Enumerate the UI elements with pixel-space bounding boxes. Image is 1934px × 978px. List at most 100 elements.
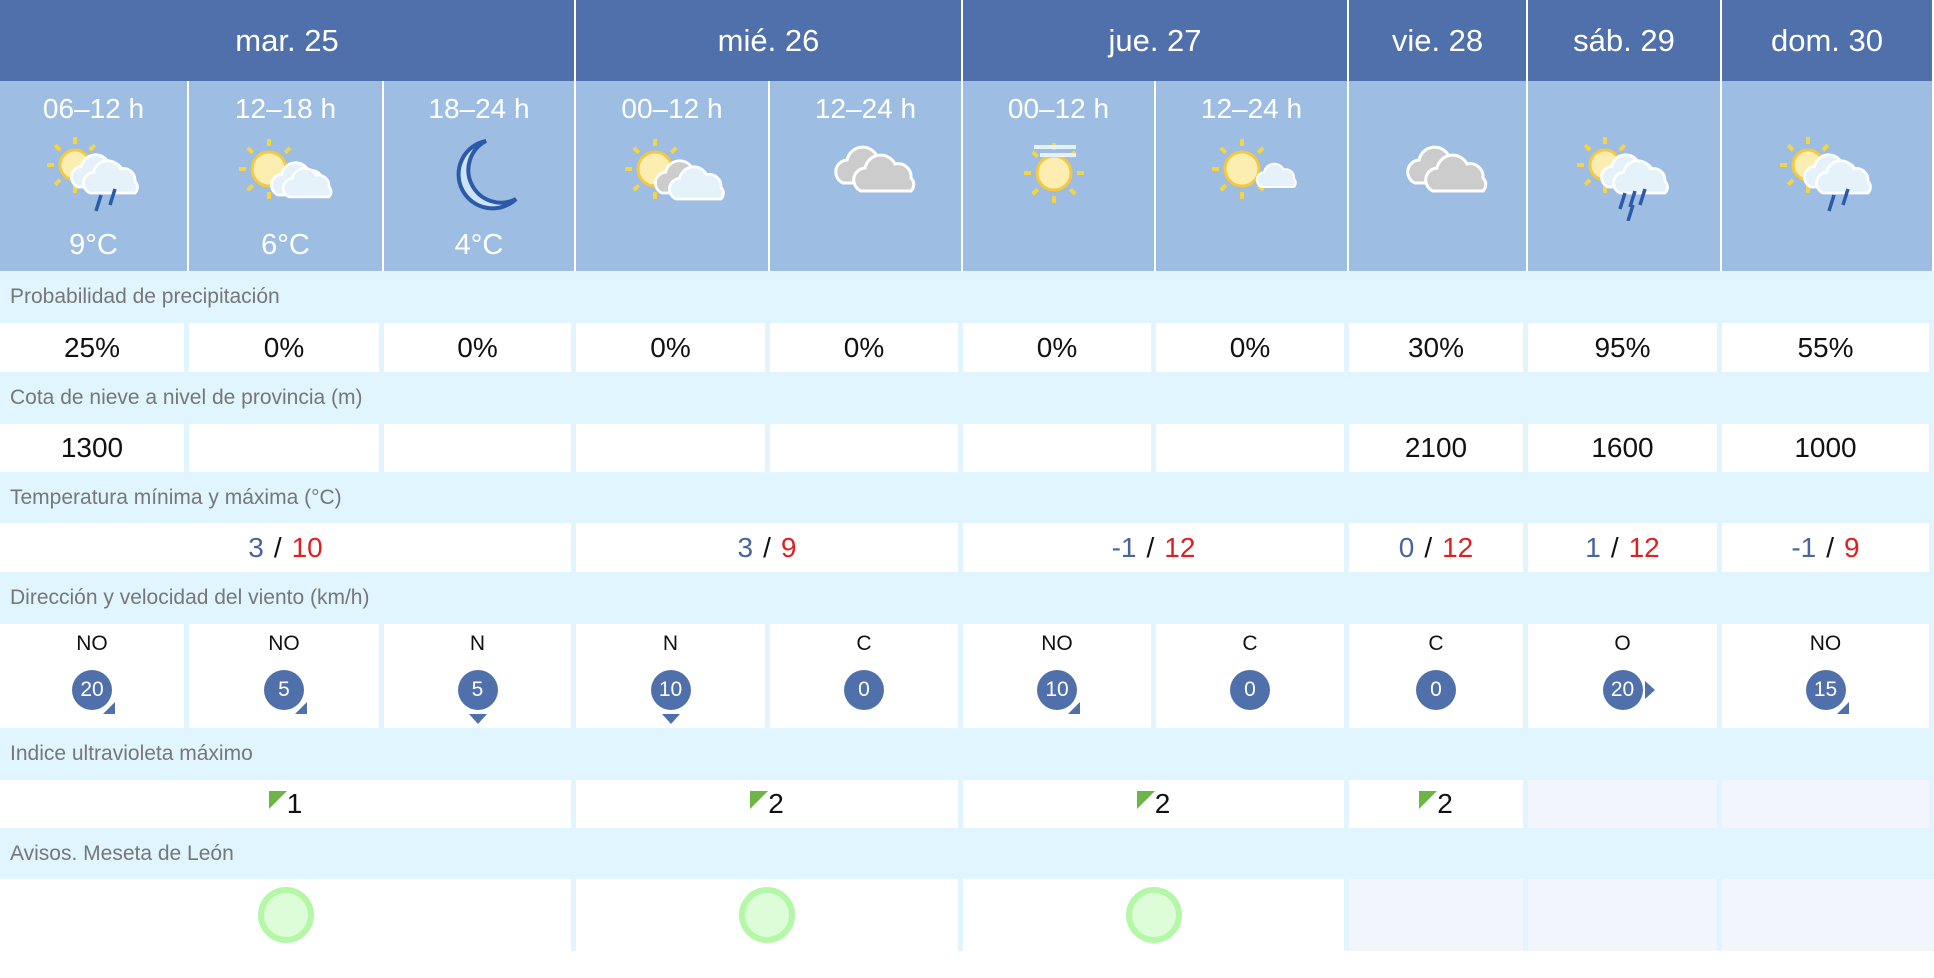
wind-direction: C [856, 632, 872, 655]
wind-speed: 20 [80, 678, 104, 701]
day-header: jue. 27 [963, 0, 1349, 81]
precip-value: 25% [0, 323, 184, 372]
period-column: 12–18 h 6°C [189, 81, 384, 271]
sun-cloud-rain-icon [1772, 131, 1882, 221]
wind-arrow-icon [1068, 702, 1080, 714]
period-column: 12–24 h [1156, 81, 1349, 271]
day-header: mar. 25 [0, 0, 576, 81]
period-column [1528, 81, 1722, 271]
section-label: Dirección y velocidad del viento (km/h) [10, 586, 370, 609]
warning-level-green-icon[interactable] [1125, 887, 1182, 943]
temp-min: -1 [1791, 531, 1817, 563]
uv-index: 2 [768, 788, 784, 819]
section-label: Indice ultravioleta máximo [10, 742, 253, 765]
precip-value: 0% [189, 323, 379, 372]
temp-min-max: 1 / 12 [1528, 523, 1717, 572]
temp-min-max: -1 / 12 [963, 523, 1344, 572]
uv-index-value [1528, 780, 1717, 828]
separator: / [1826, 531, 1835, 563]
period-column [1722, 81, 1934, 271]
period-label: 12–24 h [814, 93, 917, 124]
section-label: Probabilidad de precipitación [10, 285, 280, 308]
warning-level-green-icon[interactable] [257, 887, 314, 943]
wind-speed: 0 [858, 678, 870, 701]
warning-cell [0, 879, 571, 951]
day-header: sáb. 29 [1528, 0, 1722, 81]
wind-value: N 10 [576, 624, 765, 728]
grey-clouds-icon [1383, 131, 1493, 221]
period-column: 12–24 h [770, 81, 963, 271]
section-label: Temperatura mínima y máxima (°C) [10, 485, 342, 509]
period-label: 00–12 h [621, 93, 723, 124]
day-header: vie. 28 [1349, 0, 1528, 81]
sun-cloud-heavy-rain-icon [1569, 131, 1679, 222]
wind-arrow-icon [295, 702, 307, 714]
temp-min: 3 [248, 531, 264, 563]
snow-level-value: 2100 [1349, 424, 1523, 472]
temp-max: 12 [1164, 531, 1196, 563]
wind-arrow-icon [103, 702, 115, 714]
period-label: 12–18 h [234, 93, 337, 124]
wind-value: NO 20 [0, 624, 184, 728]
sun-cloud-icon [231, 131, 341, 221]
wind-arrow-icon [1644, 681, 1655, 699]
temp-min: -1 [1111, 531, 1137, 563]
separator: / [1610, 531, 1619, 563]
period-label: 06–12 h [42, 93, 145, 124]
wind-direction: NO [1809, 632, 1842, 655]
snow-level-value [1156, 424, 1344, 472]
temp-max: 10 [291, 531, 323, 563]
sun-grey-cloud-icon [617, 131, 727, 221]
uv-index-value [1722, 780, 1929, 828]
uv-index: 2 [1437, 788, 1453, 819]
precip-value: 0% [384, 323, 571, 372]
uv-level-flag-icon [750, 791, 769, 809]
day-header: mié. 26 [576, 0, 963, 81]
wind-arrow-icon [661, 714, 680, 724]
period-column: 06–12 h 9°C [0, 81, 189, 271]
precip-value: 0% [576, 323, 765, 372]
precip-value: 95% [1528, 323, 1717, 372]
wind-direction: N [469, 632, 486, 655]
period-temperature: 9°C [69, 229, 118, 261]
temp-min-max: 3 / 9 [576, 523, 958, 572]
wind-direction: NO [76, 632, 108, 655]
wind-speed: 20 [1610, 678, 1635, 701]
wind-speed: 0 [1430, 678, 1442, 701]
precip-value: 0% [1156, 323, 1344, 372]
period-temperature: 6°C [261, 229, 310, 261]
wind-speed: 10 [658, 678, 683, 701]
warning-level-green-icon[interactable] [739, 887, 795, 943]
wind-speed: 0 [1244, 678, 1256, 701]
snow-level-value: 1300 [0, 424, 184, 472]
temp-min: 3 [737, 531, 754, 563]
snow-level-value: 1000 [1722, 424, 1929, 472]
wind-speed-badge: 0 [1230, 670, 1270, 710]
uv-index: 2 [1154, 788, 1171, 819]
temp-min-max: 3 / 10 [0, 523, 571, 572]
wind-value: NO 10 [963, 624, 1151, 728]
period-label: 12–24 h [1200, 93, 1303, 124]
wind-speed-badge: 5 [457, 670, 498, 724]
temp-min: 0 [1398, 531, 1415, 563]
snow-level-value [576, 424, 765, 472]
temp-min-max: -1 / 9 [1722, 523, 1929, 572]
moon-icon [424, 131, 534, 221]
precip-value: 0% [963, 323, 1151, 372]
separator: / [273, 531, 282, 563]
wind-direction: NO [268, 632, 300, 655]
uv-index: 1 [286, 788, 303, 819]
sun-small-cloud-icon [1197, 131, 1307, 221]
uv-index-value: 2 [1349, 780, 1523, 828]
warning-cell [1528, 879, 1717, 951]
snow-level-value [384, 424, 571, 472]
period-temperature: 4°C [454, 229, 504, 261]
wind-direction: NO [1041, 632, 1073, 655]
warning-cell [1722, 879, 1934, 951]
wind-arrow-icon [468, 714, 487, 724]
wind-speed-badge: 0 [844, 670, 884, 710]
period-label: 00–12 h [1007, 93, 1110, 124]
snow-level-value [963, 424, 1151, 472]
